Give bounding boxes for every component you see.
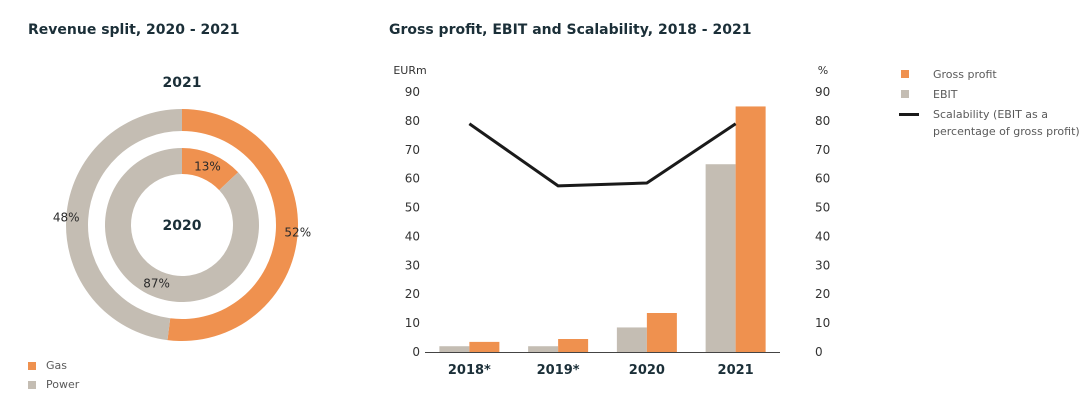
- legend-swatch-ebit: [901, 90, 909, 98]
- donut-outer-year-label: 2021: [163, 75, 202, 91]
- donut-outer-label-power: 48%: [53, 211, 80, 225]
- y-right-tick-label: 10: [815, 316, 830, 330]
- x-tick-label: 2019*: [537, 363, 580, 378]
- bar-gross-profit: [558, 339, 589, 352]
- bar-gross-profit: [735, 106, 766, 352]
- y-right-tick-label: 20: [815, 287, 830, 301]
- y-left-tick-label: 10: [405, 316, 420, 330]
- y-left-tick-label: 60: [405, 172, 420, 186]
- y-left-tick-label: 20: [405, 287, 420, 301]
- y-right-tick-label: 80: [815, 114, 830, 128]
- legend-swatch-gross-profit: [901, 70, 909, 78]
- y-left-tick-label: 50: [405, 201, 420, 215]
- y-left-tick-label: 80: [405, 114, 420, 128]
- y-right-tick-label: 70: [815, 143, 830, 157]
- legend-label-gas: Gas: [46, 359, 67, 372]
- legend-item-scalability: Scalability (EBIT as a percentage of gro…: [899, 106, 1084, 140]
- legend-line-scalability: [899, 113, 919, 116]
- left-chart-title: Revenue split, 2020 - 2021: [28, 22, 240, 38]
- donut-inner-label-gas: 13%: [194, 159, 221, 173]
- y-left-tick-label: 90: [405, 85, 420, 99]
- donut-inner-year-label: 2020: [163, 218, 202, 234]
- x-tick-label: 2020: [629, 363, 665, 378]
- bar-ebit: [616, 327, 647, 352]
- legend-item-gas: Gas: [28, 359, 79, 372]
- y-right-tick-label: 50: [815, 201, 830, 215]
- y-left-tick-label: 0: [412, 345, 420, 359]
- y-right-tick-label: 60: [815, 172, 830, 186]
- bar-gross-profit: [469, 341, 500, 352]
- donut-inner-slice-gas: [182, 148, 239, 191]
- donut-legend: Gas Power: [28, 359, 79, 391]
- x-tick-label: 2018*: [448, 363, 491, 378]
- legend-label-gross-profit: Gross profit: [933, 68, 997, 81]
- bar-ebit: [439, 346, 470, 352]
- y-right-tick-label: 0: [815, 345, 823, 359]
- bar-gross-profit: [646, 313, 677, 352]
- legend-item-power: Power: [28, 378, 79, 391]
- y-left-tick-label: 70: [405, 143, 420, 157]
- revenue-split-donut-chart: 52% 48% 13% 87% 2021 2020: [53, 75, 311, 341]
- y-left-tick-label: 30: [405, 258, 420, 272]
- legend-swatch-power: [28, 381, 36, 389]
- y-right-tick-label: 40: [815, 229, 830, 243]
- bar-ebit: [528, 346, 559, 352]
- donut-inner-label-power: 87%: [143, 277, 170, 291]
- y-right-tick-label: 30: [815, 258, 830, 272]
- legend-label-scalability: Scalability (EBIT as a percentage of gro…: [933, 108, 1080, 138]
- donut-inner-slice-power: [104, 147, 259, 302]
- donut-outer-slice-gas: [167, 109, 299, 341]
- legend-item-gross-profit: Gross profit: [899, 66, 1084, 83]
- x-tick-label: 2021: [718, 363, 754, 378]
- combo-legend: Gross profit EBIT Scalability (EBIT as a…: [899, 66, 1084, 140]
- legend-swatch-gas: [28, 362, 36, 370]
- legend-label-power: Power: [46, 378, 80, 391]
- line-scalability: [468, 122, 737, 188]
- donut-outer-slice-power: [66, 109, 182, 341]
- donut-outer-label-gas: 52%: [284, 225, 311, 239]
- right-chart-title: Gross profit, EBIT and Scalability, 2018…: [389, 22, 752, 38]
- legend-item-ebit: EBIT: [899, 86, 1084, 103]
- bar-ebit: [705, 164, 736, 352]
- y-left-axis-unit: EURm: [393, 64, 426, 77]
- y-right-tick-label: 90: [815, 85, 830, 99]
- y-right-axis-unit: %: [818, 64, 828, 77]
- y-left-tick-label: 40: [405, 229, 420, 243]
- legend-label-ebit: EBIT: [933, 88, 958, 101]
